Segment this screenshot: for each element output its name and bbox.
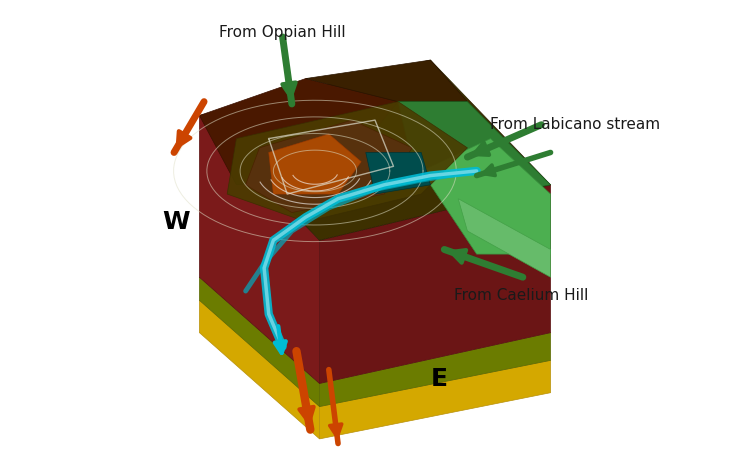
Text: W: W [163,210,190,234]
Polygon shape [398,102,550,199]
Polygon shape [200,300,320,439]
Polygon shape [246,120,412,213]
Polygon shape [200,60,550,240]
Polygon shape [306,60,467,102]
Polygon shape [320,360,550,439]
Polygon shape [422,139,550,254]
Polygon shape [200,277,320,407]
Text: From Oppian Hill: From Oppian Hill [219,25,346,40]
Polygon shape [227,102,467,222]
Polygon shape [366,152,430,194]
Text: E: E [430,367,448,391]
Polygon shape [200,79,398,185]
Polygon shape [200,116,320,383]
Polygon shape [458,199,550,277]
Text: From Caelium Hill: From Caelium Hill [454,288,588,303]
Polygon shape [268,134,362,194]
Polygon shape [320,333,550,407]
Text: From Labicano stream: From Labicano stream [490,117,661,132]
Polygon shape [320,185,550,383]
